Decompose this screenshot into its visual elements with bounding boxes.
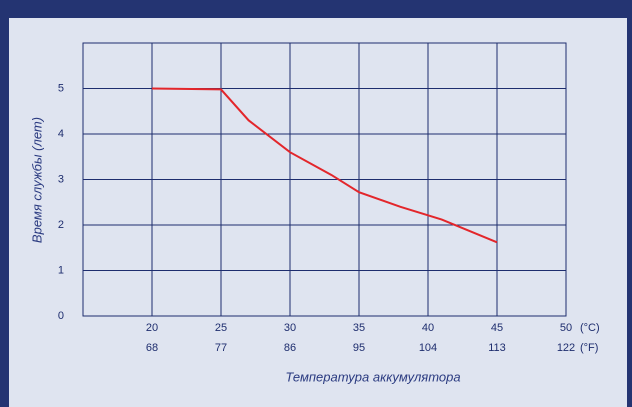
x-tick-label: 20 — [146, 322, 158, 334]
x2-tick-label: 86 — [284, 342, 296, 354]
right-border — [627, 0, 632, 407]
x2-tick-label: 68 — [146, 342, 158, 354]
x2-tick-label: 95 — [353, 342, 365, 354]
x2-tick-label: 113 — [488, 342, 506, 354]
y-tick-label: 0 — [58, 310, 64, 322]
x2-tick-label: 122 — [557, 342, 575, 354]
x-tick-label: 25 — [215, 322, 227, 334]
x2-tick-label: 77 — [215, 342, 227, 354]
y-tick-label: 4 — [58, 128, 64, 140]
x-tick-label: 50 — [560, 322, 572, 334]
x-unit: (°C) — [580, 322, 600, 334]
x-tick-label: 40 — [422, 322, 434, 334]
y-tick-label: 5 — [58, 82, 64, 94]
x-tick-label: 30 — [284, 322, 296, 334]
y-tick-label: 1 — [58, 264, 64, 276]
y-axis-title: Время службы (лет) — [29, 117, 44, 243]
left-border — [0, 0, 9, 407]
x2-unit: (°F) — [580, 342, 598, 354]
line — [151, 87, 498, 244]
x-axis-title: Температура аккумулятора — [285, 369, 460, 384]
x2-tick-label: 104 — [419, 342, 437, 354]
x-tick-label: 45 — [491, 322, 503, 334]
x-tick-label: 35 — [353, 322, 365, 334]
y-tick-label: 3 — [58, 173, 64, 185]
y-tick-label: 2 — [58, 219, 64, 231]
top-bar — [0, 0, 632, 18]
